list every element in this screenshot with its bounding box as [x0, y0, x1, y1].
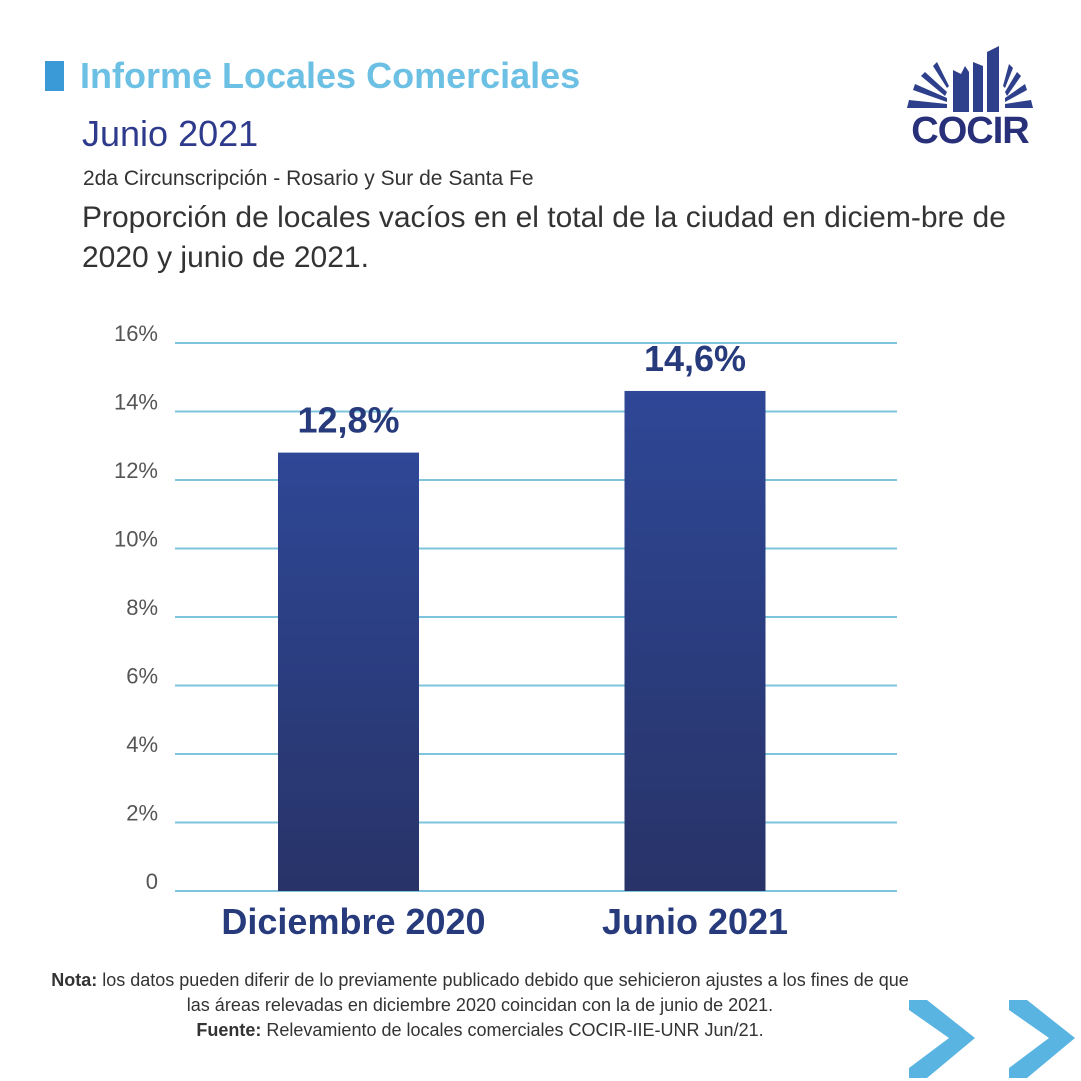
x-category-label: Junio 2021 — [602, 901, 788, 942]
region-label: 2da Circunscripción - Rosario y Sur de S… — [83, 167, 534, 190]
cocir-buildings-logo-icon — [907, 46, 1033, 112]
source-label: Fuente: — [196, 1020, 262, 1040]
x-category-label: Diciembre 2020 — [221, 901, 485, 942]
title-accent-bar — [45, 61, 64, 91]
y-tick-label: 0 — [146, 869, 158, 894]
bars — [278, 390, 766, 891]
note-paragraph: Nota: los datos pueden diferir de lo pre… — [40, 968, 920, 1018]
y-tick-label: 6% — [126, 664, 158, 689]
x-axis-categories: Diciembre 2020 Junio 2021 — [221, 901, 788, 942]
y-tick-label: 8% — [126, 595, 158, 620]
data-labels: 12,8% 14,6% — [297, 338, 746, 441]
report-period: Junio 2021 — [82, 113, 259, 154]
y-tick-label: 12% — [114, 458, 158, 483]
y-tick-label: 16% — [114, 321, 158, 346]
bar — [278, 452, 419, 891]
cocir-logo: COCIR — [905, 44, 1035, 159]
note-text: los datos pueden diferir de lo previamen… — [102, 970, 909, 1015]
source-paragraph: Fuente: Relevamiento de locales comercia… — [40, 1018, 920, 1043]
y-tick-label: 4% — [126, 732, 158, 757]
y-tick-label: 10% — [114, 527, 158, 552]
source-text: Relevamiento de locales comerciales COCI… — [266, 1020, 764, 1040]
double-chevron-right-icon[interactable] — [905, 998, 1081, 1081]
data-label: 14,6% — [644, 338, 746, 379]
note-label: Nota: — [51, 970, 98, 990]
bar-chart: 0 2% 4% 6% 8% 10% 12% 14% 16% 12,8% 14,6% Diciemb… — [114, 321, 897, 942]
report-title: Informe Locales Comerciales — [80, 55, 581, 96]
chevron-right-icon — [909, 1000, 975, 1078]
y-tick-label: 2% — [126, 801, 158, 826]
logo-text: COCIR — [911, 110, 1029, 152]
y-tick-label: 14% — [114, 390, 158, 415]
data-label: 12,8% — [297, 400, 399, 441]
chevron-right-icon — [1009, 1000, 1075, 1078]
bar — [624, 390, 766, 891]
chart-title: Proporción de locales vacíos en el total… — [82, 201, 1006, 274]
footnote: Nota: los datos pueden diferir de lo pre… — [40, 968, 920, 1043]
y-axis-ticks: 0 2% 4% 6% 8% 10% 12% 14% 16% — [114, 321, 158, 894]
